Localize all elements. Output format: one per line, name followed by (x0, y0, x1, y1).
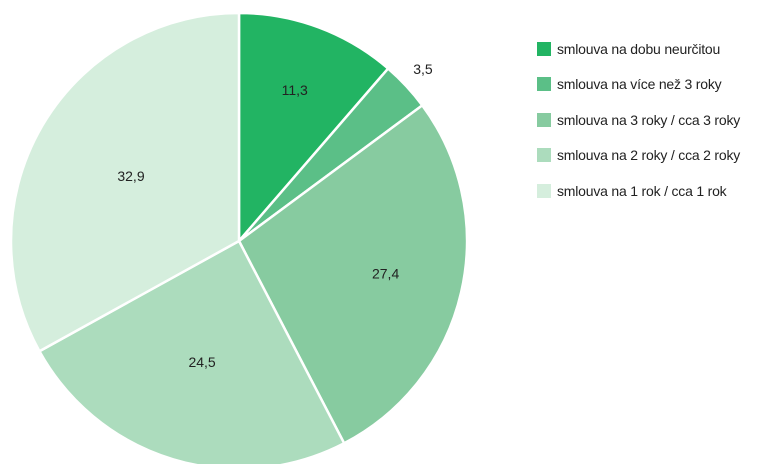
legend-swatch (537, 183, 551, 198)
legend-label: smlouva na více než 3 roky (557, 76, 722, 92)
legend-swatch (537, 148, 551, 162)
slice-value-label: 11,3 (282, 82, 308, 98)
slice-value-label: 32,9 (117, 168, 144, 184)
slice-labels: 11,3 3,5 27,4 24,5 32,9 (117, 61, 432, 370)
pie-slices (9, 11, 469, 464)
legend-swatch (537, 41, 551, 56)
legend-swatch (537, 112, 551, 127)
slice-value-label: 27,4 (372, 266, 399, 282)
legend-item: smlouva na dobu neurčitou (537, 38, 740, 59)
legend-item: smlouva na 1 rok / cca 1 rok (537, 180, 740, 201)
legend-item: smlouva na více než 3 roky (537, 74, 740, 95)
legend-item: smlouva na 2 roky / cca 2 roky (537, 145, 740, 166)
pie-slice (38, 239, 346, 464)
legend: smlouva na dobu neurčitou smlouva na víc… (537, 38, 740, 216)
slice-value-label: 24,5 (188, 354, 215, 370)
legend-label: smlouva na dobu neurčitou (557, 40, 721, 57)
pie-slice (237, 11, 390, 243)
pie-slice (237, 104, 469, 445)
pie-slice (9, 11, 241, 353)
legend-label: smlouva na 2 roky / cca 2 roky (557, 147, 741, 163)
legend-label: smlouva na 3 roky / cca 3 roky (557, 111, 741, 128)
legend-label: smlouva na 1 rok / cca 1 rok (557, 182, 727, 199)
legend-item: smlouva na 3 roky / cca 3 roky (537, 109, 740, 130)
legend-swatch (537, 77, 551, 91)
slice-value-label: 3,5 (413, 61, 433, 77)
